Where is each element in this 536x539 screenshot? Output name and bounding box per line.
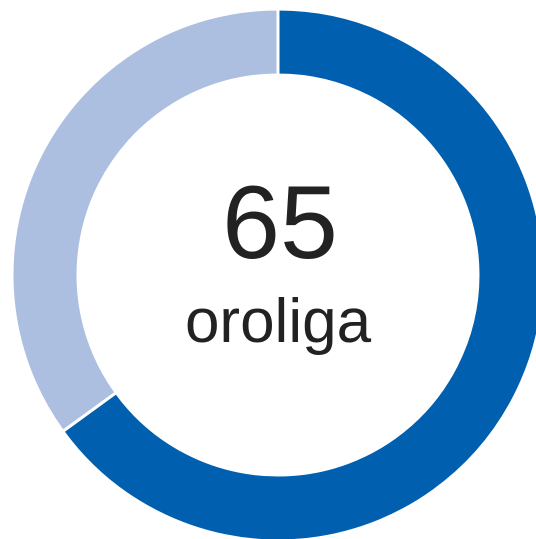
slices (10, 7, 536, 539)
slice (60, 7, 536, 539)
center-value: 65 (222, 165, 338, 281)
slice (10, 7, 280, 434)
center-label: oroliga (185, 287, 372, 356)
